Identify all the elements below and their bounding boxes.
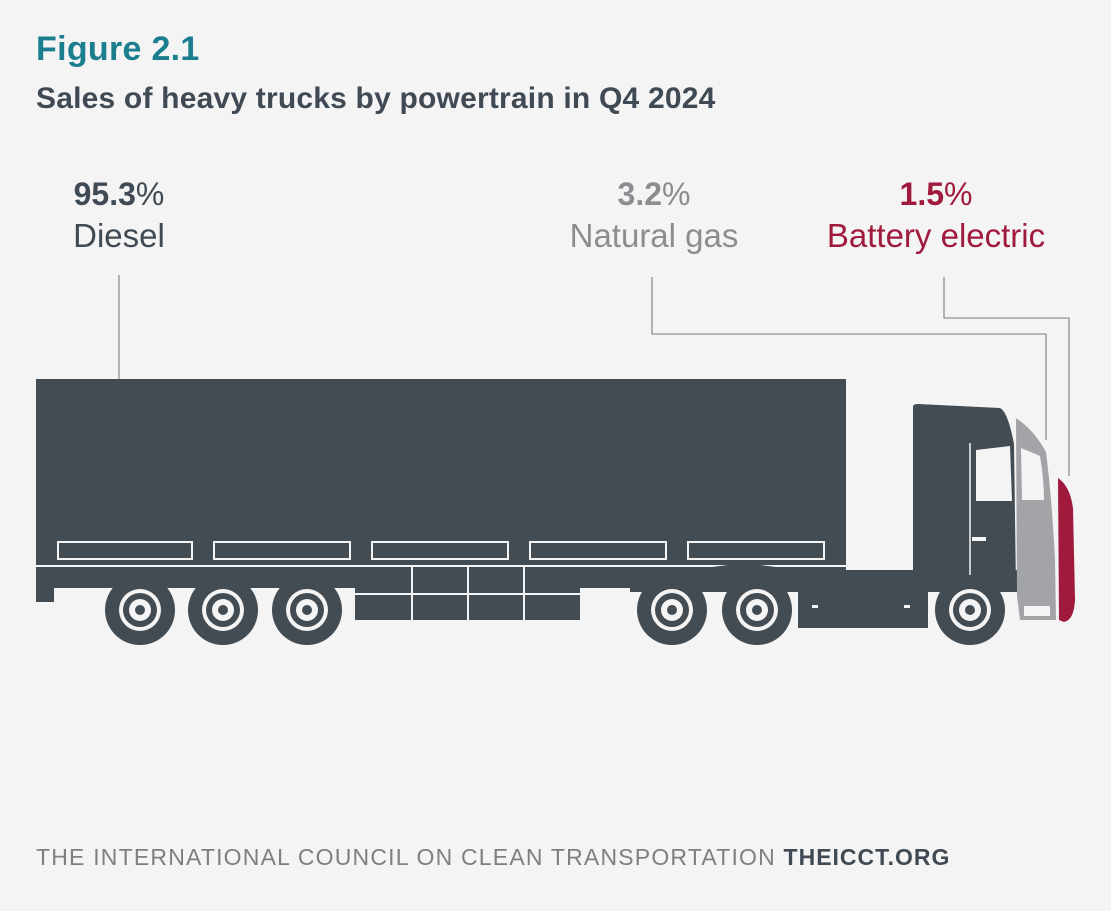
wheel — [105, 575, 175, 645]
diesel-percent: 95.3% — [36, 174, 202, 214]
fifth-wheel — [688, 563, 800, 570]
natural-gas-name: Natural gas — [569, 217, 739, 254]
door-handle — [972, 537, 986, 541]
wheel — [272, 575, 342, 645]
windshield — [1021, 448, 1044, 500]
figure-title: Sales of heavy trucks by powertrain in Q… — [36, 82, 716, 115]
natural-gas-percent: 3.2% — [540, 174, 768, 214]
figure-label: Figure 2.1 — [36, 30, 200, 68]
battery-electric-label: 1.5% Battery electric — [786, 174, 1086, 258]
wheel — [188, 575, 258, 645]
front-step — [1024, 606, 1050, 616]
trailer-panel — [529, 541, 667, 560]
battery-electric-value: 1.5 — [899, 176, 945, 212]
trailer-panel — [213, 541, 351, 560]
battery-electric-name: Battery electric — [826, 217, 1046, 254]
battery-electric-segment — [1058, 478, 1075, 622]
trailer-side-panels — [36, 541, 846, 620]
diesel-name: Diesel — [73, 217, 165, 254]
natural-gas-details — [1021, 448, 1050, 616]
natural-gas-label: 3.2% Natural gas — [540, 174, 768, 258]
natural-gas-cab-front — [1016, 418, 1056, 620]
wheels — [105, 575, 1005, 645]
fuel-tank-mark — [904, 605, 910, 608]
wheel — [637, 575, 707, 645]
natural-gas-leader-line — [651, 277, 1047, 440]
natural-gas-percent-sign: % — [662, 176, 691, 212]
trailer-panel — [57, 541, 193, 560]
diesel-label: 95.3% Diesel — [36, 174, 202, 258]
wheel — [722, 575, 792, 645]
natural-gas-value: 3.2 — [617, 176, 663, 212]
cab-window — [976, 446, 1012, 501]
diesel-percent-sign: % — [135, 176, 165, 212]
footer-site: THEICCT.ORG — [783, 844, 951, 870]
trailer-panel — [687, 541, 825, 560]
diesel-value: 95.3 — [73, 176, 136, 212]
trailer-body — [36, 379, 846, 565]
leader-lines — [118, 275, 1070, 476]
battery-electric-percent-sign: % — [944, 176, 973, 212]
trailer-panel — [371, 541, 509, 560]
fuel-tank-mark — [812, 605, 818, 608]
natural-gas-segment — [1016, 418, 1056, 620]
cab-details — [812, 443, 1012, 608]
wheel — [935, 575, 1005, 645]
trailer-rear-bumper — [36, 566, 54, 602]
footer-org: THE INTERNATIONAL COUNCIL ON CLEAN TRANS… — [36, 844, 776, 870]
footer: THE INTERNATIONAL COUNCIL ON CLEAN TRANS… — [36, 844, 950, 871]
battery-electric-percent: 1.5% — [786, 174, 1086, 214]
battery-electric-leader-line — [943, 277, 1070, 476]
